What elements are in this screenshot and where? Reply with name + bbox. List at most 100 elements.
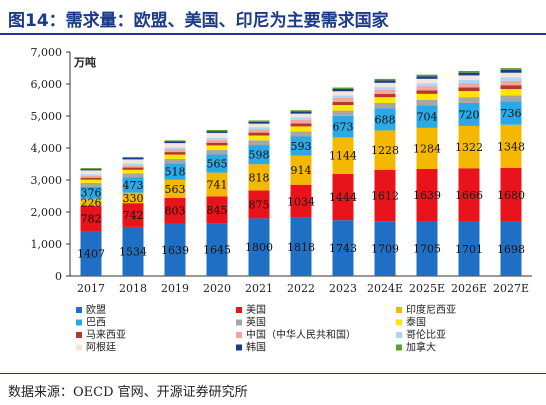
legend-swatch	[76, 307, 82, 313]
bar-segment	[332, 87, 354, 89]
bar-segment	[290, 155, 312, 185]
bar-segment	[248, 132, 270, 136]
data-label: 914	[291, 164, 312, 177]
bar-segment	[500, 85, 522, 90]
bar-segment	[164, 149, 186, 153]
data-label: 1228	[371, 144, 399, 157]
data-label: 598	[249, 149, 270, 162]
data-label: 1284	[413, 142, 441, 155]
legend-label: 印度尼西亚	[406, 303, 456, 316]
bar-segment	[80, 168, 102, 170]
stacked-bar-chart: 0 1,000 2,000 3,000 4,000 5,000 6,000 7,000 万吨 20…	[31, 46, 532, 354]
bar-segment	[458, 87, 480, 92]
x-tick-label: 2018	[119, 282, 147, 295]
bar-segment	[80, 205, 102, 231]
data-label: 1534	[119, 245, 147, 258]
bar-segment	[500, 221, 522, 276]
legend-label: 英国	[246, 316, 266, 329]
data-label: 1639	[161, 244, 189, 257]
bar-segment	[164, 223, 186, 276]
data-label: 1407	[77, 247, 105, 260]
bar-segment	[122, 165, 144, 168]
bar-segment	[290, 113, 312, 118]
bar-segment	[122, 157, 144, 160]
y-tick-label: 7,000	[31, 46, 63, 59]
legend-label: 中国（中华人民共和国）	[246, 328, 356, 341]
bar-segment	[374, 169, 396, 222]
data-label: 1444	[329, 191, 357, 204]
bar-segment	[374, 80, 396, 83]
legend-label: 欧盟	[86, 304, 106, 316]
bar-segment	[290, 217, 312, 276]
legend-label: 阿根廷	[86, 341, 116, 354]
bar-segment	[458, 168, 480, 222]
bar-segment	[206, 137, 228, 140]
data-label: 1144	[329, 150, 357, 163]
data-label: 818	[249, 171, 270, 184]
source-divider	[0, 373, 546, 374]
bar-segment	[458, 75, 480, 81]
data-label: 1800	[245, 241, 273, 254]
bar-segment	[332, 88, 354, 92]
bar-segment	[500, 101, 522, 125]
legend-swatch	[236, 307, 242, 313]
bar-segment	[248, 123, 270, 128]
chart-title: 图14：需求量：欧盟、美国、印尼为主要需求国家	[8, 11, 389, 31]
legend-label: 韩国	[246, 341, 266, 354]
bar-segment	[290, 117, 312, 120]
data-label: 1743	[329, 242, 357, 255]
bar-segment	[80, 198, 102, 206]
legend-label: 哥伦比亚	[406, 328, 446, 341]
y-tick-label: 4,000	[31, 142, 63, 155]
bar-segment	[122, 167, 144, 170]
bar-segment	[500, 89, 522, 96]
bar-segment	[416, 221, 438, 276]
x-tick-label: 2021	[245, 282, 273, 295]
bar-segment	[122, 177, 144, 193]
bar-segment	[290, 119, 312, 124]
bar-segment	[458, 72, 480, 76]
bar-segment	[248, 135, 270, 141]
bar-segment	[206, 223, 228, 276]
bar-segment	[206, 172, 228, 197]
data-label: 1322	[455, 141, 483, 154]
data-label: 1818	[287, 241, 315, 254]
bar-segment	[122, 226, 144, 276]
bar-segment	[416, 93, 438, 100]
bar-segment	[374, 108, 396, 131]
bar-segment	[206, 129, 228, 132]
bar-segment	[206, 154, 228, 173]
data-label: 1709	[371, 243, 399, 256]
bar-segment	[500, 69, 522, 73]
data-label: 1639	[413, 189, 441, 202]
chart-axes: 0 1,000 2,000 3,000 4,000 5,000 6,000 7,000 万吨 20…	[31, 46, 532, 295]
bar-segment	[374, 82, 396, 88]
bar-segment	[500, 68, 522, 70]
bar-segment	[122, 163, 144, 166]
legend-swatch	[236, 344, 242, 351]
data-label: 688	[375, 113, 396, 126]
data-label: 565	[207, 158, 228, 171]
bar-segment	[164, 143, 186, 148]
bar-segment	[416, 74, 438, 77]
data-label: 1034	[287, 195, 315, 208]
bar-segment	[374, 97, 396, 103]
x-tick-label: 2023	[329, 282, 357, 295]
data-label: 720	[459, 108, 480, 121]
bar-segment	[248, 127, 270, 130]
bar-segment	[374, 93, 396, 98]
x-tick-label: 2024E	[367, 282, 403, 295]
legend-swatch	[76, 332, 82, 338]
bar-segment	[206, 131, 228, 133]
bar-segment	[206, 145, 228, 150]
bar-segment	[416, 90, 438, 94]
legend-swatch	[76, 319, 82, 326]
x-tick-label: 2022	[287, 282, 315, 295]
legend-label: 泰国	[406, 316, 426, 329]
bar-segment	[458, 97, 480, 103]
data-label: 1698	[497, 243, 525, 256]
bar-segment	[248, 140, 270, 146]
legend-swatch	[76, 344, 82, 351]
bar-segment	[206, 139, 228, 143]
